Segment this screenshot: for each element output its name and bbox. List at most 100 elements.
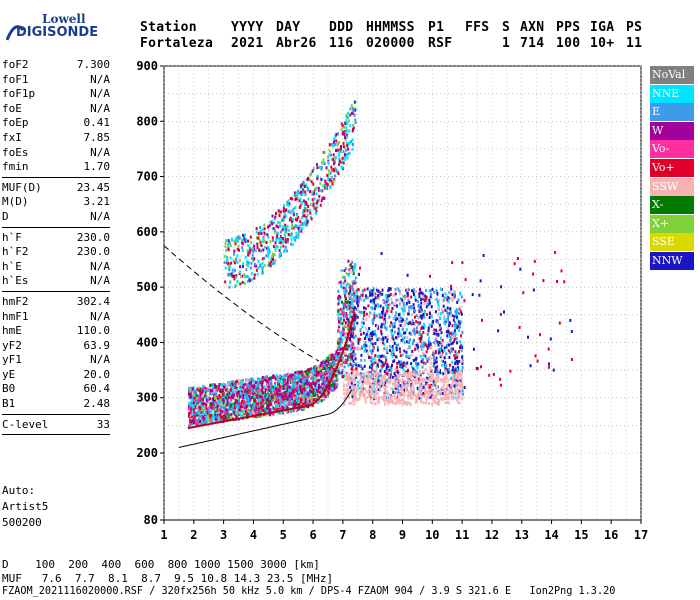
parameter-label: C-level <box>2 417 49 431</box>
parameter-label: hmF2 <box>2 294 29 308</box>
parameter-value: 0.41 <box>83 116 111 130</box>
divider <box>2 413 110 415</box>
parameter-label: MUF(D) <box>2 180 42 194</box>
parameter-value: N/A <box>90 101 110 115</box>
x-tick-label: 2 <box>190 528 197 542</box>
parameter-row: M(D) 3.21 <box>2 195 110 210</box>
parameter-label: h`E <box>2 259 22 273</box>
x-tick-label: 7 <box>339 528 346 542</box>
parameter-value: 2.48 <box>83 397 111 411</box>
header-label-7: S <box>502 20 511 35</box>
autoscaled-trace-curve <box>187 311 356 430</box>
legend-entry-vo: Vo+ <box>650 158 694 177</box>
parameter-label: yF1 <box>2 353 22 367</box>
parameter-label: fxI <box>2 130 22 144</box>
y-tick-label: 200 <box>136 446 158 460</box>
header-value-1: 2021 <box>231 36 264 51</box>
y-tick-label: 500 <box>136 280 158 294</box>
x-tick-label: 16 <box>604 528 618 542</box>
parameter-group-profile: hmF2 302.4 hmF1 N/A hmE 110.0 yF2 63.9 yF1 N/A yE 2… <box>2 295 110 412</box>
parameter-value: 1.70 <box>83 160 111 174</box>
parameter-row: yF2 63.9 <box>2 339 110 354</box>
parameter-label: h`Es <box>2 274 29 288</box>
parameter-value: N/A <box>90 259 110 273</box>
parameter-row: foF2 7.300 <box>2 58 110 73</box>
parameter-label: B1 <box>2 397 16 411</box>
parameter-group-muf: MUF(D) 23.45 M(D) 3.21 D N/A <box>2 181 110 225</box>
parameter-row: fmin 1.70 <box>2 160 110 175</box>
parameter-label: fmin <box>2 160 29 174</box>
parameter-label: hmE <box>2 324 22 338</box>
parameter-row: hmF2 302.4 <box>2 295 110 310</box>
x-tick-label: 6 <box>309 528 316 542</box>
header-label-11: PS <box>626 20 643 35</box>
legend-entry-noval: NoVal <box>650 66 694 84</box>
parameter-row: C-level 33 <box>2 418 110 433</box>
parameter-row: h`Es N/A <box>2 274 110 289</box>
x-tick-label: 17 <box>634 528 648 542</box>
legend-entry-w: W <box>650 121 694 140</box>
header-value-10: 10+ <box>590 36 615 51</box>
parameter-row: hmE 110.0 <box>2 324 110 339</box>
footer-distance-line: D 100 200 400 600 800 1000 1500 3000 [km… <box>2 558 320 571</box>
header-label-0: Station <box>140 20 197 35</box>
parameter-row: B1 2.48 <box>2 397 110 412</box>
parameter-value: N/A <box>90 72 110 86</box>
parameter-value: 7.85 <box>83 130 111 144</box>
header-value-5: RSF <box>428 36 453 51</box>
parameter-value: 302.4 <box>76 294 110 308</box>
parameter-label: foEs <box>2 145 29 159</box>
echo-trace-layer <box>187 100 573 428</box>
parameter-row: h`F2 230.0 <box>2 245 110 260</box>
parameter-label: D <box>2 209 9 223</box>
x-tick-label: 8 <box>369 528 376 542</box>
parameter-row: D N/A <box>2 210 110 225</box>
parameter-value: N/A <box>90 87 110 101</box>
header-label-6: FFS <box>465 20 490 35</box>
header-label-8: AXN <box>520 20 545 35</box>
legend-entry-x: X- <box>650 196 694 215</box>
legend-entry-x: X+ <box>650 214 694 233</box>
parameter-row: h`E N/A <box>2 260 110 275</box>
parameter-value: N/A <box>90 209 110 223</box>
header-label-9: PPS <box>556 20 581 35</box>
divider <box>2 226 110 228</box>
header-label-1: YYYY <box>231 20 264 35</box>
legend-entry-e: E <box>650 103 694 122</box>
parameter-value: N/A <box>90 145 110 159</box>
parameter-panel: foF2 7.300 foF1 N/A foF1p N/A foE N/A foEp 0.41 fx… <box>2 58 110 438</box>
y-tick-label: 900 <box>136 59 158 73</box>
logo-text-digisonde: DIGISONDE <box>16 25 99 40</box>
parameter-label: M(D) <box>2 195 29 209</box>
header-value-7: 1 <box>502 36 511 51</box>
y-tick-label: 400 <box>136 335 158 349</box>
legend-entry-sse: SSE <box>650 233 694 252</box>
parameter-value: N/A <box>90 309 110 323</box>
header-value-4: 020000 <box>366 36 415 51</box>
true-height-profile-curve <box>178 389 353 448</box>
parameter-value: 63.9 <box>83 338 111 352</box>
x-tick-label: 13 <box>515 528 529 542</box>
header-value-2: Abr26 <box>276 36 317 51</box>
x-tick-label: 14 <box>544 528 558 542</box>
header-label-2: DAY <box>276 20 301 35</box>
parameter-row: hmF1 N/A <box>2 310 110 325</box>
parameter-row: foEs N/A <box>2 146 110 161</box>
parameter-value: N/A <box>90 353 110 367</box>
header-label-3: DDD <box>329 20 354 35</box>
parameter-row: h`F 230.0 <box>2 231 110 246</box>
parameter-label: hmF1 <box>2 309 29 323</box>
legend-entry-nne: NNE <box>650 84 694 103</box>
parameter-row: B0 60.4 <box>2 382 110 397</box>
y-tick-label: 800 <box>136 114 158 128</box>
parameter-value: 60.4 <box>83 382 111 396</box>
legend-entry-ssw: SSW <box>650 177 694 196</box>
header-value-0: Fortaleza <box>140 36 214 51</box>
x-tick-label: 12 <box>485 528 499 542</box>
parameter-group-critical-freqs: foF2 7.300 foF1 N/A foF1p N/A foE N/A foEp 0.41 fx… <box>2 58 110 175</box>
header-value-3: 116 <box>329 36 354 51</box>
parameter-row: yF1 N/A <box>2 353 110 368</box>
y-tick-label: 80 <box>144 513 158 527</box>
parameter-value: 230.0 <box>76 245 110 259</box>
